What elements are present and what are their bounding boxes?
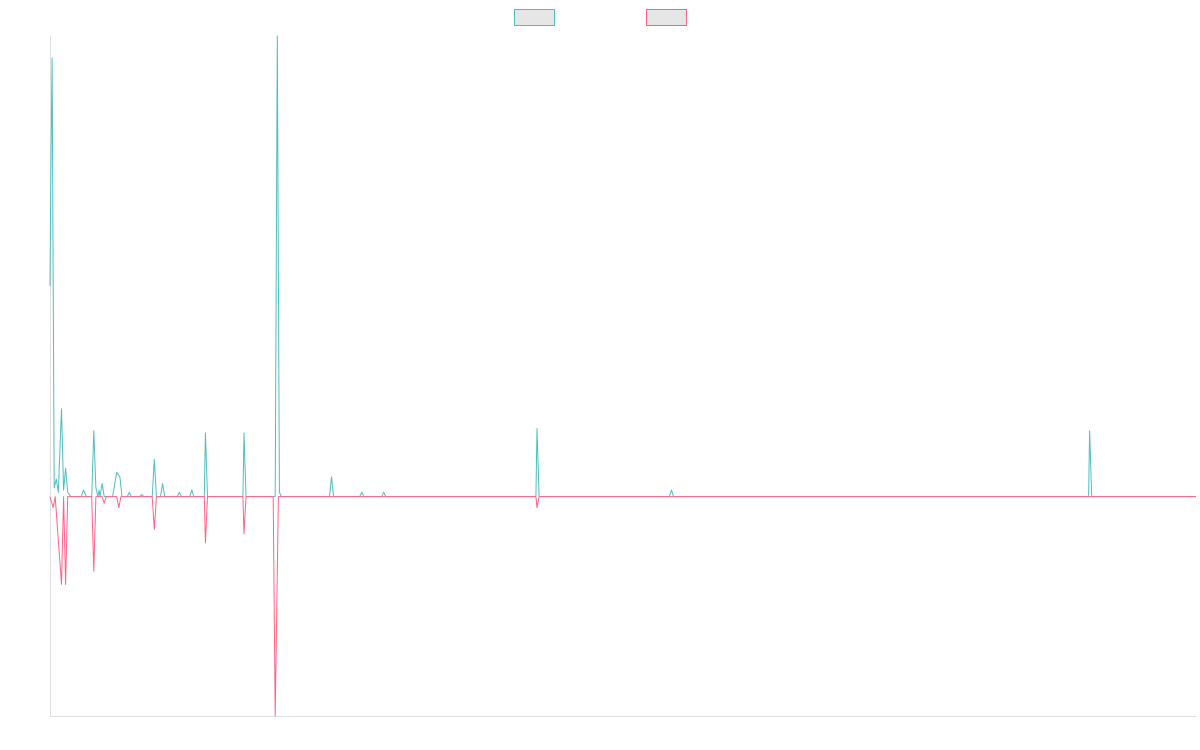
series-line-2: [49, 496, 1196, 717]
chart-legend[interactable]: [514, 9, 687, 26]
plot-area: [49, 35, 1196, 717]
legend-swatch-2[interactable]: [646, 9, 687, 26]
series-line-1: [49, 35, 1196, 498]
legend-swatch-1[interactable]: [514, 9, 555, 26]
